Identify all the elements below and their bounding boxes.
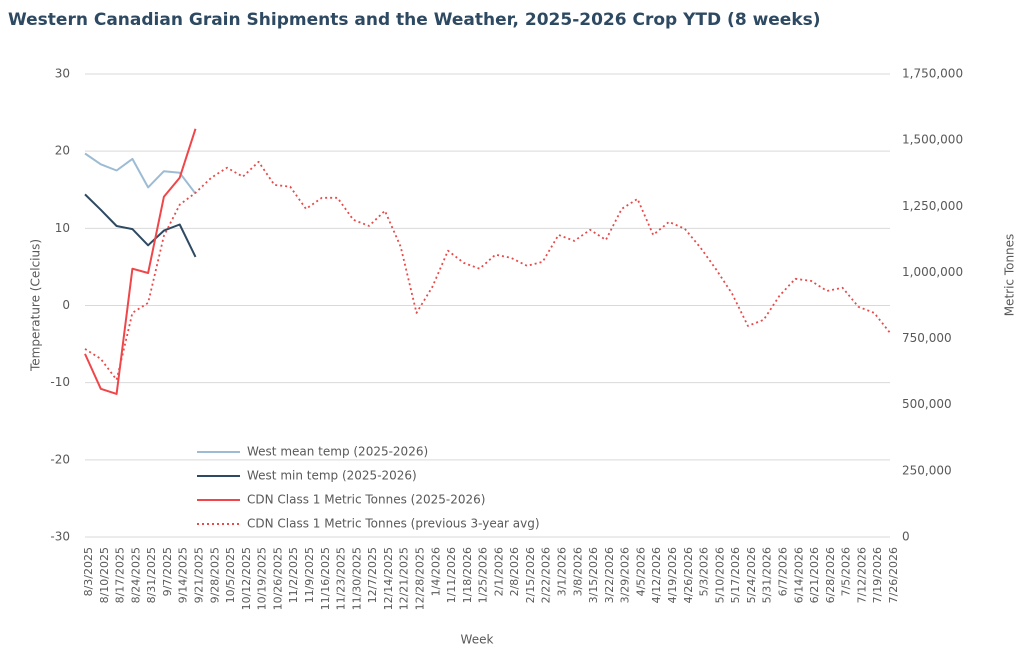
y-tick-label: 10 (55, 221, 70, 235)
y2-tick-label: 750,000 (902, 331, 952, 345)
x-tick-label: 3/15/2026 (587, 547, 600, 603)
x-tick-label: 12/14/2025 (382, 547, 395, 610)
x-tick-label: 8/3/2025 (82, 547, 95, 596)
x-tick-label: 10/12/2025 (240, 547, 253, 610)
y-tick-label: -10 (50, 375, 70, 389)
legend-item: CDN Class 1 Metric Tonnes (previous 3-ye… (247, 517, 540, 531)
x-tick-label: 10/5/2025 (224, 547, 237, 603)
y2-tick-label: 1,500,000 (902, 133, 963, 147)
x-tick-label: 10/26/2025 (271, 547, 284, 610)
x-tick-label: 9/28/2025 (208, 547, 221, 603)
x-tick-label: 9/14/2025 (177, 547, 190, 603)
x-tick-label: 7/12/2026 (855, 547, 868, 603)
x-tick-label: 4/12/2026 (650, 547, 663, 603)
x-tick-label: 2/1/2026 (492, 547, 505, 596)
y-tick-label: 0 (62, 298, 70, 312)
x-tick-label: 2/8/2026 (508, 547, 521, 596)
x-tick-label: 8/31/2025 (145, 547, 158, 603)
y-tick-label: 20 (55, 144, 70, 158)
x-tick-label: 12/21/2025 (398, 547, 411, 610)
x-tick-label: 11/2/2025 (287, 547, 300, 603)
y2-tick-label: 500,000 (902, 397, 952, 411)
x-tick-label: 9/21/2025 (192, 547, 205, 603)
x-axis-label: Week (461, 633, 494, 647)
x-tick-label: 5/3/2026 (698, 547, 711, 596)
series-line (84, 193, 197, 258)
x-tick-label: 5/17/2026 (729, 547, 742, 603)
x-tick-label: 5/31/2026 (761, 547, 774, 603)
y2-axis-label: Metric Tonnes (1003, 234, 1017, 317)
x-tick-label: 12/7/2025 (366, 547, 379, 603)
x-tick-label: 6/14/2026 (792, 547, 805, 603)
x-tick-label: 1/18/2026 (461, 547, 474, 603)
x-tick-label: 9/7/2025 (161, 547, 174, 596)
x-tick-label: 4/19/2026 (666, 547, 679, 603)
x-tick-label: 10/19/2025 (256, 547, 269, 610)
legend-item: West min temp (2025-2026) (247, 469, 417, 483)
x-tick-label: 1/11/2026 (445, 547, 458, 603)
y2-tick-label: 250,000 (902, 463, 952, 477)
x-tick-label: 5/24/2026 (745, 547, 758, 603)
x-tick-label: 8/24/2025 (129, 547, 142, 603)
y-tick-label: -30 (50, 530, 70, 544)
series-line (84, 128, 197, 395)
x-tick-label: 7/26/2026 (887, 547, 900, 603)
y2-tick-label: 0 (902, 530, 910, 544)
x-tick-label: 4/5/2026 (634, 547, 647, 596)
x-tick-label: 4/26/2026 (682, 547, 695, 603)
x-tick-label: 6/21/2026 (808, 547, 821, 603)
x-tick-label: 12/28/2025 (413, 547, 426, 610)
x-tick-label: 1/4/2026 (429, 547, 442, 596)
y-tick-label: 30 (55, 67, 70, 81)
y2-tick-label: 1,000,000 (902, 265, 963, 279)
x-tick-label: 5/10/2026 (713, 547, 726, 603)
x-tick-label: 2/15/2026 (524, 547, 537, 603)
x-tick-label: 11/16/2025 (319, 547, 332, 610)
x-tick-label: 7/5/2026 (840, 547, 853, 596)
x-tick-label: 6/7/2026 (777, 547, 790, 596)
legend-item: West mean temp (2025-2026) (247, 445, 428, 459)
x-tick-label: 1/25/2026 (477, 547, 490, 603)
x-tick-label: 6/28/2026 (824, 547, 837, 603)
x-tick-label: 11/23/2025 (335, 547, 348, 610)
x-tick-label: 11/30/2025 (350, 547, 363, 610)
series-line (84, 160, 891, 381)
x-tick-label: 3/1/2026 (556, 547, 569, 596)
x-tick-label: 7/19/2026 (871, 547, 884, 603)
x-tick-label: 8/10/2025 (98, 547, 111, 603)
x-tick-label: 2/22/2026 (540, 547, 553, 603)
x-tick-label: 3/29/2026 (619, 547, 632, 603)
chart-title: Western Canadian Grain Shipments and the… (8, 10, 821, 30)
x-tick-label: 3/8/2026 (571, 547, 584, 596)
series-line (84, 152, 197, 195)
y-axis-label: Temperature (Celcius) (29, 239, 43, 372)
x-tick-label: 3/22/2026 (603, 547, 616, 603)
x-tick-label: 11/9/2025 (303, 547, 316, 603)
y2-tick-label: 1,250,000 (902, 199, 963, 213)
x-tick-label: 8/17/2025 (114, 547, 127, 603)
y-tick-label: -20 (50, 452, 70, 466)
y2-tick-label: 1,750,000 (902, 67, 963, 81)
legend-item: CDN Class 1 Metric Tonnes (2025-2026) (247, 493, 485, 507)
